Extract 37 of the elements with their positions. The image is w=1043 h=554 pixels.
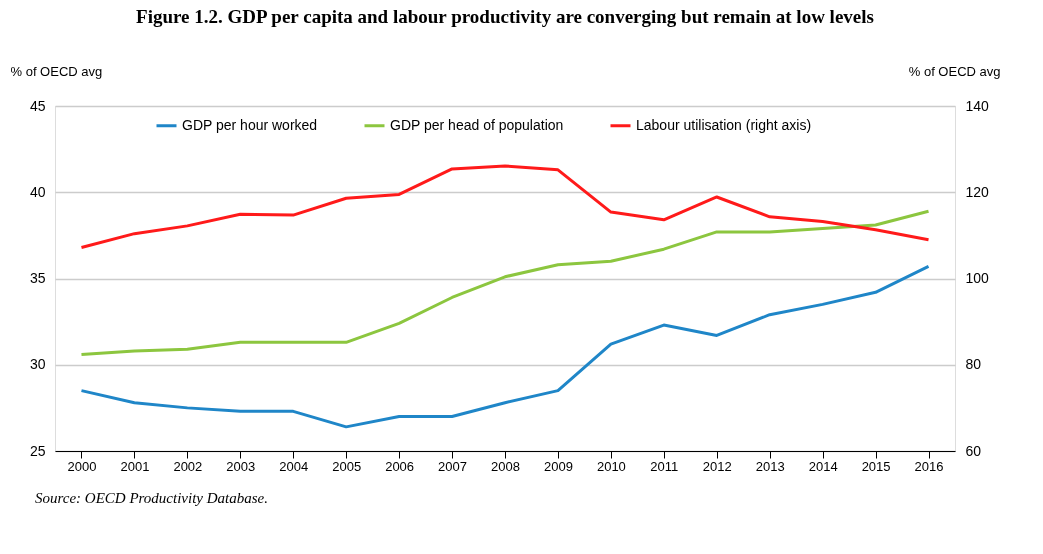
x-tick-label: 2008 — [491, 458, 520, 474]
y2-tick-label: 60 — [965, 442, 982, 459]
y2-tick-label: 120 — [965, 183, 990, 200]
x-tick-label: 2007 — [438, 458, 468, 474]
y-tick-label: 25 — [29, 442, 46, 459]
y-tick-label: 30 — [29, 356, 46, 373]
x-tick-label: 2015 — [861, 458, 891, 474]
line-series — [79, 264, 931, 429]
line-series — [79, 209, 931, 356]
x-tick-label: 2011 — [650, 458, 679, 474]
y2-tick-label: 140 — [965, 97, 990, 114]
legend-label: GDP per hour worked — [182, 116, 318, 133]
x-tick-label: 2006 — [385, 458, 415, 474]
y-tick-label: 40 — [29, 183, 46, 200]
legend-label: GDP per head of population — [390, 116, 564, 133]
x-tick-label: 2002 — [173, 458, 203, 474]
x-tick-label: 2004 — [279, 458, 309, 474]
x-tick-label: 2014 — [808, 458, 838, 474]
y-tick-label: 45 — [29, 97, 46, 114]
x-tick-label: 2010 — [596, 458, 626, 474]
x-tick-label: 2012 — [702, 458, 732, 474]
line-series — [79, 164, 931, 249]
x-tick-label: 2001 — [120, 458, 150, 474]
x-tick-label: 2013 — [755, 458, 785, 474]
legend-label: Labour utilisation (right axis) — [636, 116, 812, 133]
y-tick-label: 35 — [29, 270, 46, 286]
y2-axis-title: % of OECD avg — [908, 63, 1001, 79]
source-note: Source: OECD Productivity Database. — [35, 490, 269, 506]
x-tick-label: 2003 — [226, 458, 256, 474]
x-tick-label: 2009 — [543, 458, 573, 474]
chart-title: Figure 1.2. GDP per capita and labour productivity are converging but remain at low levels — [136, 6, 874, 27]
x-tick-label: 2000 — [67, 458, 97, 474]
x-tick-label: 2005 — [332, 458, 362, 474]
y2-tick-label: 80 — [965, 356, 982, 373]
y2-tick-label: 100 — [965, 270, 990, 286]
y-axis-title: % of OECD avg — [10, 63, 103, 79]
x-tick-label: 2016 — [914, 458, 944, 474]
